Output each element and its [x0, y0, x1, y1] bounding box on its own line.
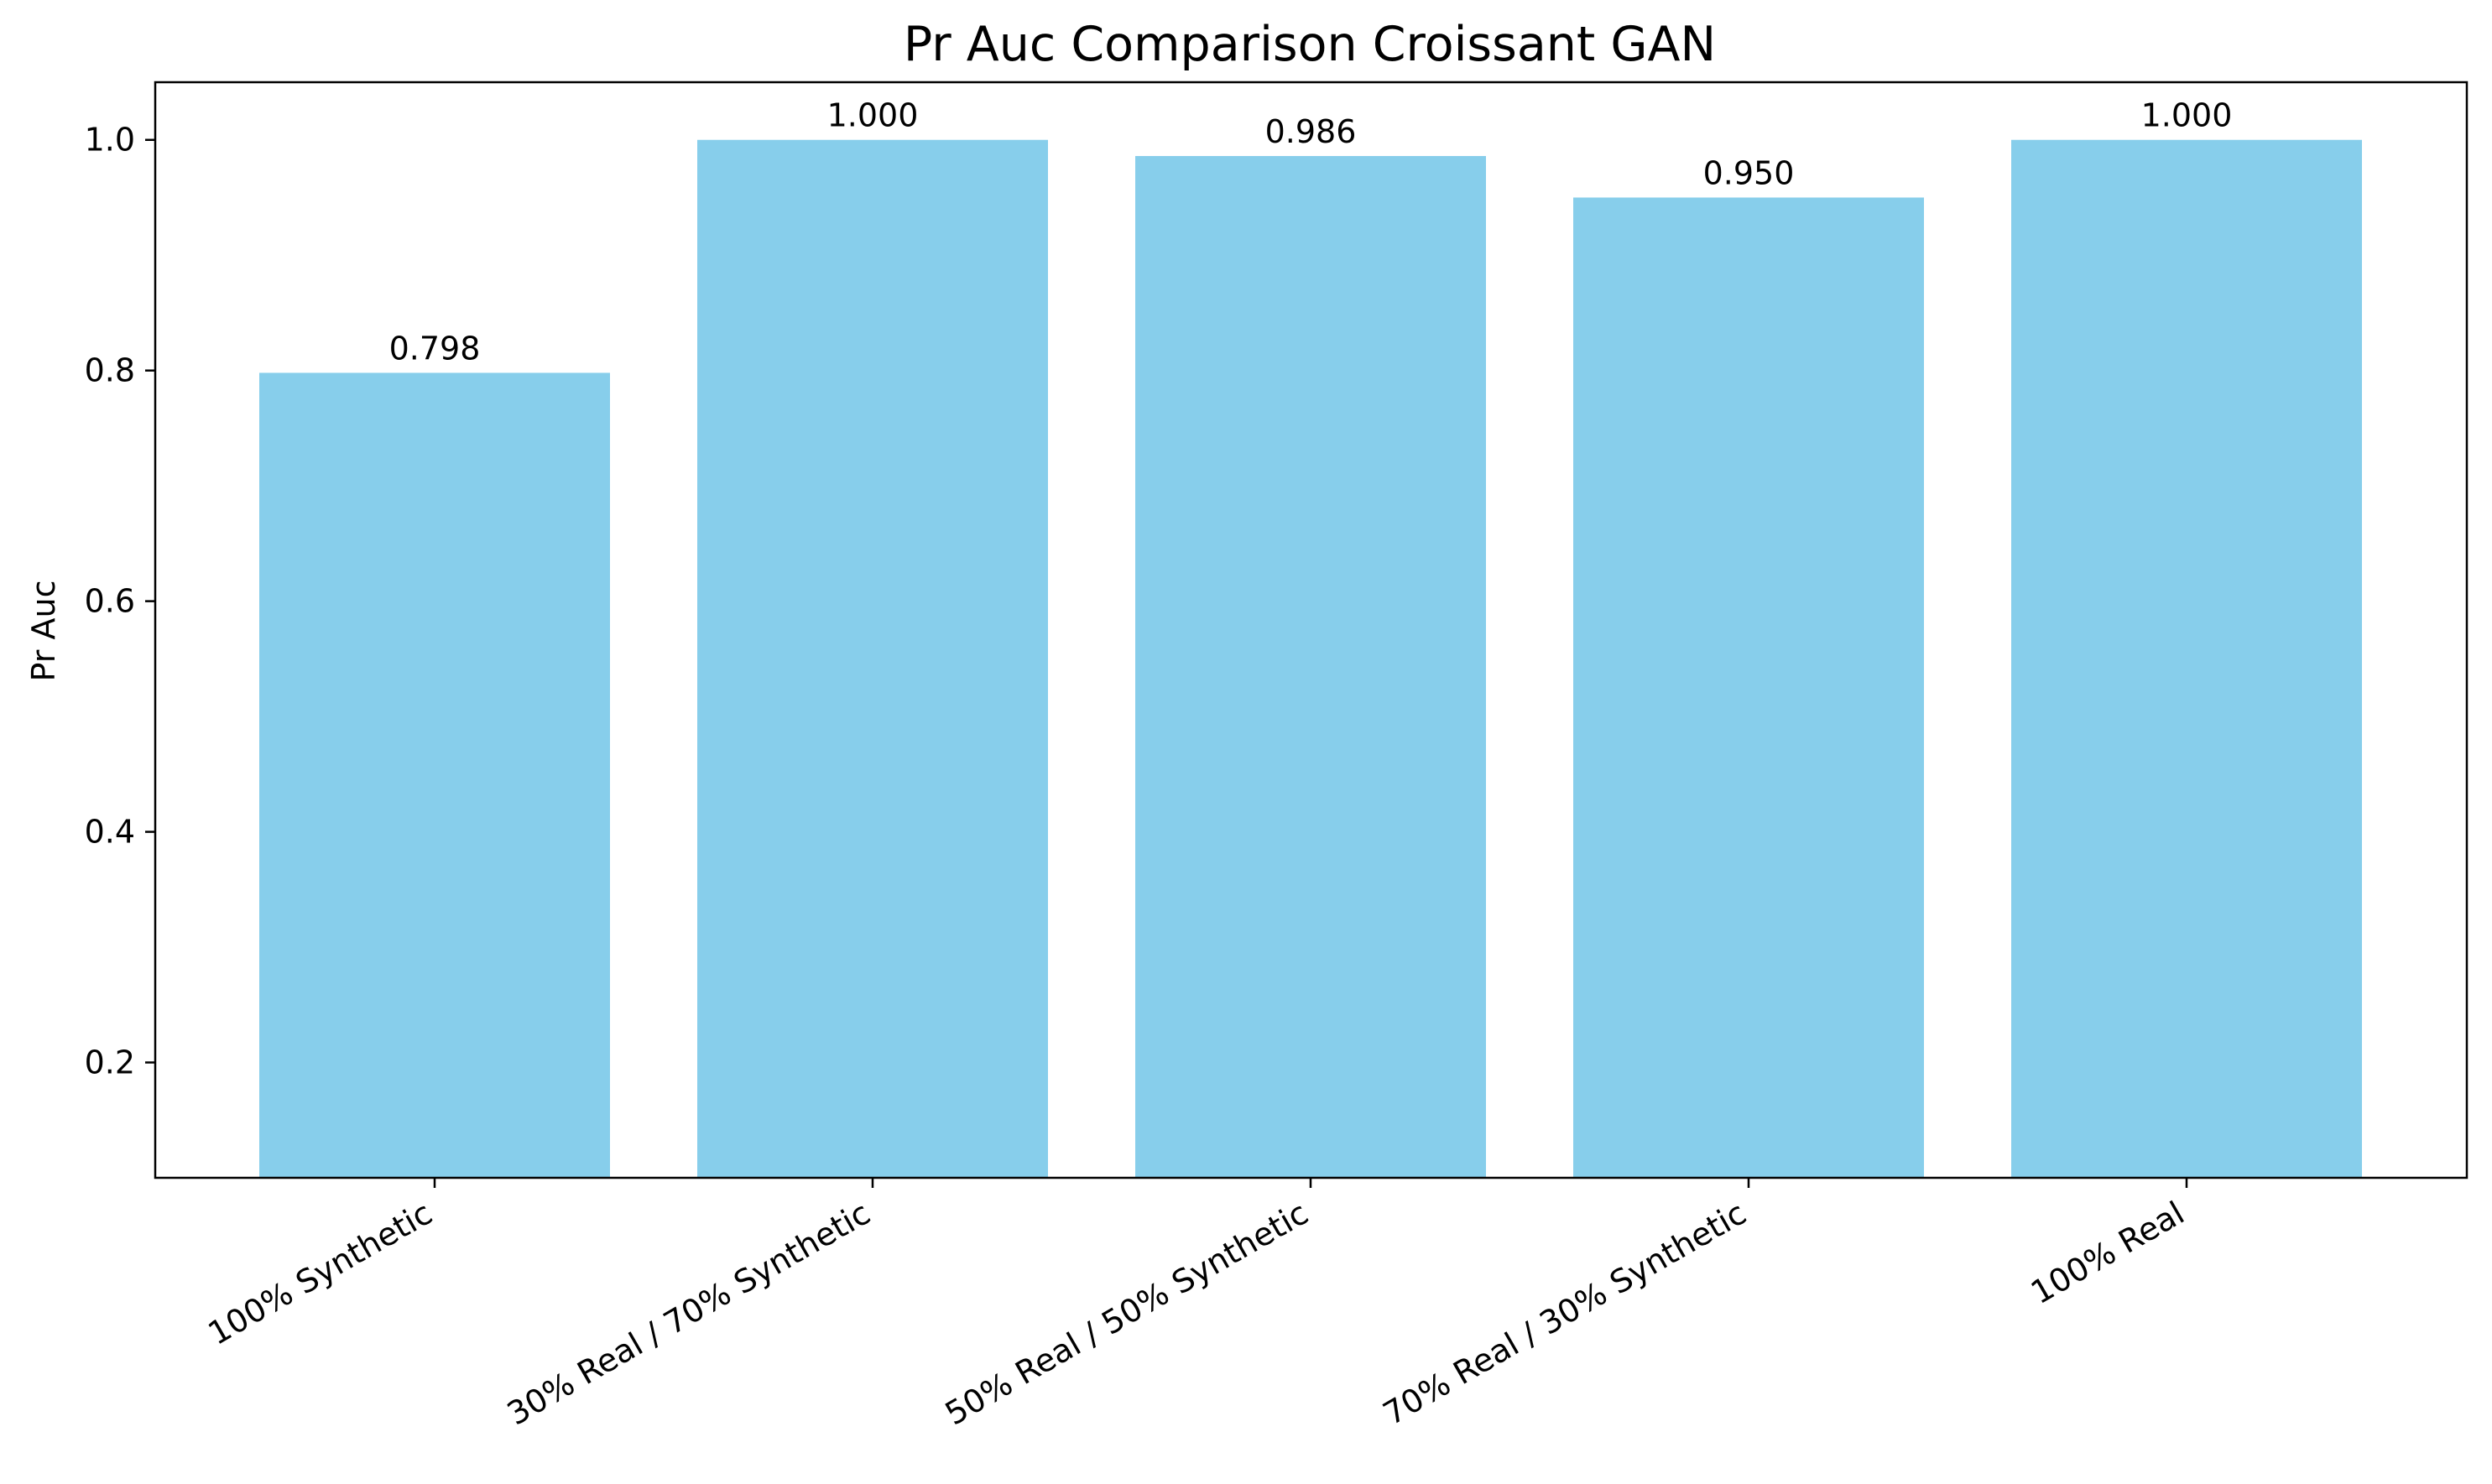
x-tick-label: 70% Real / 30% Synthetic: [1377, 1195, 1753, 1433]
x-axis: 100% Synthetic 30% Real / 70% Synthetic 50…: [202, 1178, 2191, 1432]
bar: [2011, 139, 2362, 1179]
bar: [1573, 197, 1924, 1179]
x-tick-label: 100% Synthetic: [202, 1195, 439, 1352]
bar: [1135, 155, 1486, 1178]
bar: [259, 372, 610, 1178]
bar: [697, 139, 1048, 1179]
chart-title: Pr Auc Comparison Croissant GAN: [904, 17, 1716, 72]
bar-series: [259, 139, 2362, 1179]
plot-area: 0.798 1.000 0.986 0.950 1.000 0.2 0.4 0.6 0.8 1.…: [85, 81, 2469, 1432]
bar-value-label: 1.000: [2141, 97, 2233, 134]
y-tick-label: 1.0: [85, 122, 135, 159]
x-tick-label: 100% Real: [2025, 1195, 2190, 1311]
x-tick-label: 50% Real / 50% Synthetic: [939, 1195, 1315, 1433]
bar-value-label: 0.986: [1265, 113, 1357, 150]
bar-value-label: 1.000: [827, 97, 919, 134]
value-labels: 0.798 1.000 0.986 0.950 1.000: [389, 97, 2233, 367]
y-axis: 0.2 0.4 0.6 0.8 1.0: [85, 122, 155, 1081]
y-tick-label: 0.4: [85, 814, 135, 851]
y-tick-label: 0.6: [85, 583, 135, 620]
x-tick-label: 30% Real / 70% Synthetic: [501, 1195, 877, 1433]
y-axis-label: Pr Auc: [25, 581, 62, 682]
y-tick-label: 0.8: [85, 352, 135, 389]
y-tick-label: 0.2: [85, 1044, 135, 1081]
bar-value-label: 0.950: [1703, 154, 1795, 191]
bar-value-label: 0.798: [389, 330, 481, 367]
